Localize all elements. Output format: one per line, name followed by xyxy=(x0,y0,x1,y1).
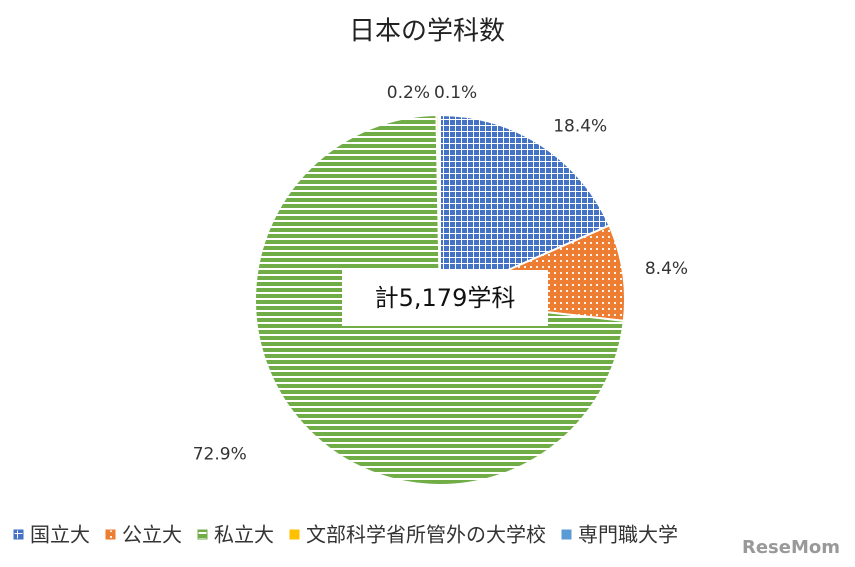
legend-label: 文部科学省所管外の大学校 xyxy=(306,523,546,547)
chart-title: 日本の学科数 xyxy=(349,17,505,47)
data-label: 18.4% xyxy=(553,116,607,136)
pie-slice xyxy=(437,113,441,301)
data-label: 8.4% xyxy=(645,259,688,279)
data-label: 0.1% xyxy=(434,83,477,103)
legend-marker xyxy=(13,529,24,540)
legend-label: 私立大 xyxy=(214,523,274,547)
pie-slice xyxy=(439,113,611,302)
legend-marker xyxy=(197,529,208,540)
legend-marker xyxy=(289,529,300,540)
watermark: ReseMom xyxy=(742,537,840,558)
data-label: 72.9% xyxy=(193,444,247,464)
annotation-box xyxy=(342,270,548,326)
legend-label: 専門職大学 xyxy=(578,523,678,547)
legend-label: 公立大 xyxy=(122,523,182,547)
data-label: 0.2% xyxy=(387,83,430,103)
legend-marker xyxy=(561,529,572,540)
legend-label: 国立大 xyxy=(30,523,90,547)
annotation: 計5,179学科 xyxy=(375,284,516,312)
legend-marker xyxy=(105,529,116,540)
